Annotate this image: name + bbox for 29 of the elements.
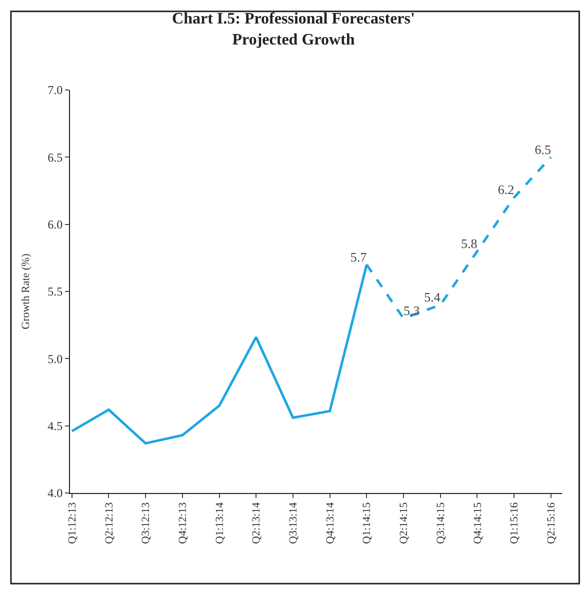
x-tick-label: Q2:12:13: [103, 502, 116, 544]
x-tick-label: Q4:12:13: [176, 502, 189, 544]
x-tick-label: Q3:12:13: [140, 502, 152, 544]
y-tick-label: 4.0: [48, 486, 63, 500]
x-tick-label: Q1:15:16: [508, 502, 521, 544]
x-tick-label: Q4:14:15: [472, 502, 484, 544]
data-label: 6.2: [498, 182, 514, 198]
data-label: 6.5: [534, 142, 551, 157]
y-tick-label: 5.0: [48, 352, 63, 366]
x-tick-label: Q4:13:14: [324, 502, 336, 544]
x-tick-label: Q2:13:14: [250, 502, 263, 544]
data-label: 5.7: [350, 249, 368, 264]
x-tick-label: Q2:15:16: [546, 502, 558, 544]
x-tick-label: Q3:14:15: [434, 502, 447, 544]
x-tick-label: Q3:13:14: [288, 502, 300, 544]
data-label: 5.8: [460, 236, 478, 251]
y-tick-label: 6.5: [48, 150, 63, 164]
x-tick-label: Q1:14:15: [361, 502, 374, 544]
data-label: 5.4: [424, 290, 441, 305]
y-tick-label: 5.5: [48, 284, 63, 299]
data-label: 5.3: [404, 303, 420, 318]
chart-title: Chart I.5: Professional Forecasters' Projected Growth: [172, 10, 415, 49]
y-axis-title: Growth Rate (%): [20, 253, 32, 330]
y-tick-label: 4.5: [48, 419, 63, 434]
x-tick-label: Q1:12:13: [66, 502, 78, 544]
y-tick-label: 6.0: [48, 218, 63, 232]
x-tick-label: Q2:14:15: [398, 502, 410, 544]
y-tick-label: 7.0: [48, 83, 63, 98]
x-tick-label: Q1:13:14: [214, 502, 226, 544]
